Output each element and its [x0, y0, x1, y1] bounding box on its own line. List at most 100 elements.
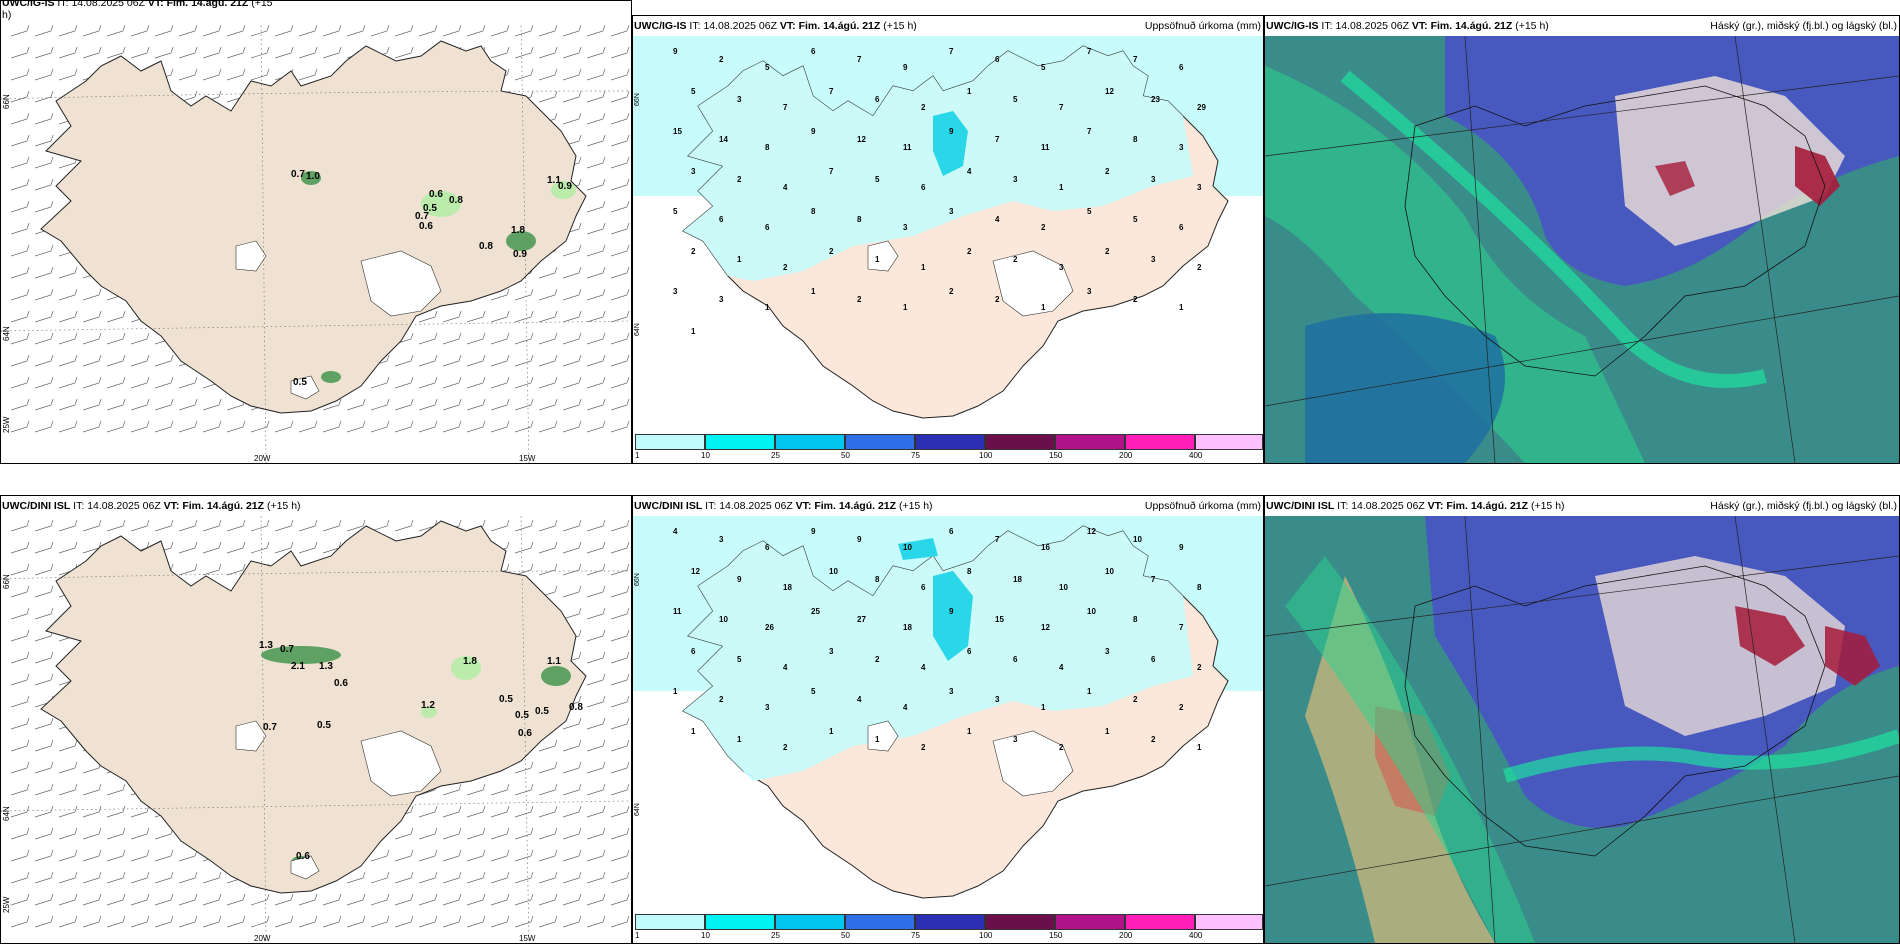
wind-barb — [514, 525, 532, 532]
wind-barb-flag — [602, 156, 606, 164]
wind-barb — [394, 360, 412, 367]
wind-barb-flag — [434, 849, 438, 857]
wind-barb — [178, 426, 196, 433]
model-name: UWC/DINI ISL — [634, 500, 703, 512]
wind-barb-flag — [194, 541, 198, 549]
wind-barb-flag — [122, 376, 126, 384]
value-label: 1.3 — [259, 640, 273, 651]
colorbar-tick: 400 — [1189, 451, 1203, 460]
wind-barb-flag — [410, 332, 414, 340]
colorbar-cell — [775, 914, 845, 930]
wind-barb-flag — [554, 376, 558, 384]
wind-barb — [418, 855, 436, 862]
wind-barb — [586, 250, 604, 257]
precip-value: 8 — [765, 143, 770, 152]
wind-barb-flag — [602, 354, 606, 362]
wind-barb — [178, 382, 196, 389]
wind-barb-flag — [146, 915, 150, 923]
lakes — [867, 240, 1074, 317]
wind-barb-flag — [554, 112, 558, 120]
precip-value: 18 — [903, 623, 912, 632]
wind-barb — [538, 360, 556, 367]
it-label: IT: — [1337, 500, 1349, 512]
wind-barb — [610, 426, 628, 433]
colorbar-cell — [915, 914, 985, 930]
wind-barb — [10, 701, 28, 708]
wind-barb-flag — [26, 112, 30, 120]
precip-value: 16 — [1041, 543, 1050, 552]
wind-barb-flag — [626, 651, 630, 659]
wind-barb-flag — [26, 783, 30, 791]
precip-value: 9 — [737, 575, 742, 584]
precip-value: 12 — [1087, 527, 1096, 536]
wind-barb-flag — [602, 310, 606, 318]
wind-barb — [394, 404, 412, 411]
wind-barb — [226, 52, 244, 59]
wind-barb-flag — [482, 871, 486, 879]
precip-value: 3 — [673, 287, 678, 296]
wind-barb-flag — [50, 244, 54, 252]
wind-barb — [58, 426, 76, 433]
wind-barb — [82, 789, 100, 796]
wind-barb — [10, 382, 28, 389]
wind-barb — [10, 569, 28, 576]
wind-barb-flag — [98, 332, 102, 340]
wind-barb-flag — [578, 398, 582, 406]
wind-barb-flag — [98, 519, 102, 527]
wind-barb-flag — [626, 134, 630, 142]
wind-barb-flag — [194, 398, 198, 406]
wind-barb-flag — [578, 893, 582, 901]
wind-barb — [58, 404, 76, 411]
wind-barb — [58, 316, 76, 323]
wind-barb — [442, 360, 460, 367]
precip-value: 4 — [783, 183, 788, 192]
cloud-map — [1265, 36, 1899, 463]
wind-barb — [34, 899, 52, 906]
colorbar-tick: 200 — [1119, 931, 1133, 940]
wind-barb — [106, 316, 124, 323]
precip-value: 3 — [1151, 175, 1156, 184]
wind-barb — [154, 52, 172, 59]
wind-barb — [274, 426, 292, 433]
value-labels: 0.7 1.00.60.80.50.70.61.10.91.80.80.90.5 — [291, 169, 572, 388]
value-label: 0.5 — [317, 720, 331, 731]
wind-barb-flag — [602, 739, 606, 747]
precip-value: 1 — [673, 687, 678, 696]
wind-barb — [490, 877, 508, 884]
wind-barb — [466, 877, 484, 884]
wind-barb-flag — [194, 46, 198, 54]
value-label: 1.8 — [511, 225, 525, 236]
precip-value: 8 — [1197, 583, 1202, 592]
precip-value: 5 — [875, 175, 880, 184]
colorbar-tick: 50 — [841, 931, 850, 940]
wind-barb-flag — [482, 376, 486, 384]
wind-barb-flag — [98, 827, 102, 835]
wind-barb-flag — [554, 541, 558, 549]
precip-value: 3 — [1151, 255, 1156, 264]
wind-barb — [586, 52, 604, 59]
wind-barb-flag — [578, 288, 582, 296]
wind-barb — [226, 569, 244, 576]
wind-barb — [34, 162, 52, 169]
wind-barb-flag — [386, 24, 390, 32]
wind-barb-flag — [218, 46, 222, 54]
wind-barb-flag — [194, 420, 198, 428]
wind-barb — [250, 74, 268, 81]
wind-barb — [394, 855, 412, 862]
it-value: 14.08.2025 06Z — [1351, 500, 1425, 512]
wind-barb-flag — [26, 354, 30, 362]
wind-barb-flag — [530, 310, 534, 318]
wind-barb-flag — [362, 871, 366, 879]
wind-barb-flag — [578, 519, 582, 527]
wind-barb — [586, 899, 604, 906]
wind-barb-flag — [242, 563, 246, 571]
wind-barb — [610, 360, 628, 367]
precip-value: 1 — [765, 303, 770, 312]
coastline — [1404, 565, 1826, 857]
wind-barb — [586, 921, 604, 928]
coastline — [1404, 85, 1826, 377]
wind-barb — [490, 294, 508, 301]
wind-barb — [610, 250, 628, 257]
wind-barb — [538, 96, 556, 103]
colorbar-cell — [1195, 434, 1263, 450]
